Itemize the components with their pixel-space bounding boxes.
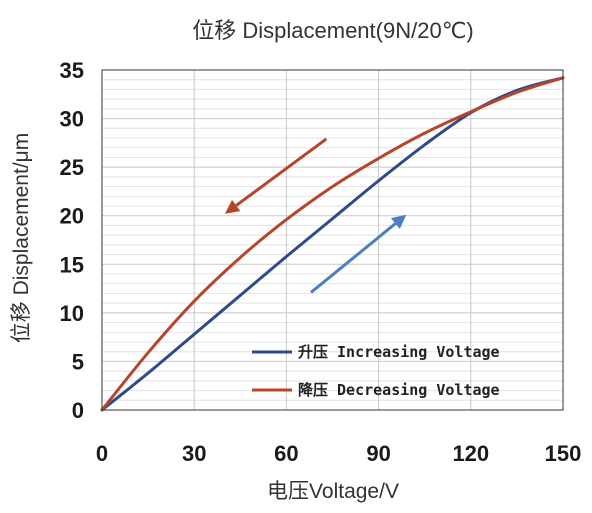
tick-labels: 0 30 60 90 120 150 0 5 10 15 20 25 30 35	[60, 58, 582, 466]
chart-title: 位移 Displacement(9N/20℃)	[192, 18, 473, 43]
arrow-decreasing-direction	[235, 137, 328, 207]
y-tick-label: 20	[60, 204, 84, 229]
series-lines	[100, 76, 565, 412]
series-line-decreasing	[100, 76, 565, 412]
arrow-head-increasing-direction	[390, 214, 407, 230]
x-tick-label: 90	[366, 441, 390, 466]
y-axis-label: 位移 Displacement/μm	[10, 133, 33, 343]
plot-frame	[101, 69, 564, 411]
x-tick-label: 150	[545, 441, 582, 466]
x-tick-label: 120	[452, 441, 489, 466]
x-tick-label: 30	[182, 441, 206, 466]
y-tick-label: 10	[60, 301, 84, 326]
y-tick-label: 25	[60, 155, 84, 180]
y-tick-label: 15	[60, 252, 84, 277]
legend-label-increasing: 升压 Increasing Voltage	[298, 343, 500, 361]
y-tick-label: 5	[72, 349, 84, 374]
y-tick-label: 0	[72, 398, 84, 423]
legend-label-decreasing: 降压 Decreasing Voltage	[298, 381, 500, 399]
x-tick-label: 60	[274, 441, 298, 466]
legend: 升压 Increasing Voltage 降压 Decreasing Volt…	[252, 343, 500, 399]
y-tick-label: 35	[60, 58, 84, 83]
arrow-head-decreasing-direction	[224, 199, 241, 214]
direction-arrows	[224, 137, 407, 294]
y-tick-label: 30	[60, 107, 84, 132]
x-axis-label: 电压Voltage/V	[267, 480, 399, 503]
arrow-increasing-direction	[310, 222, 397, 294]
x-tick-label: 0	[96, 441, 108, 466]
